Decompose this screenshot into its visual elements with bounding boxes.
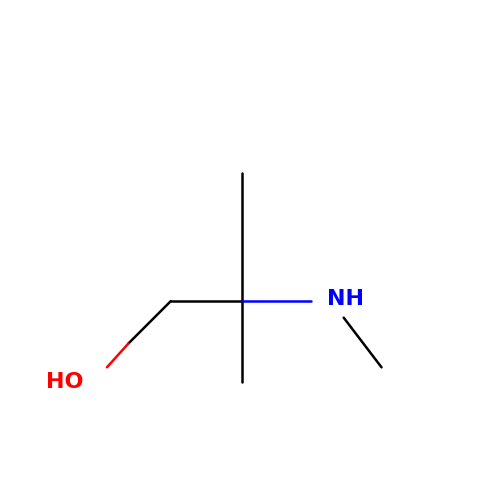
Text: HO: HO bbox=[46, 372, 83, 391]
Text: NH: NH bbox=[327, 289, 364, 308]
